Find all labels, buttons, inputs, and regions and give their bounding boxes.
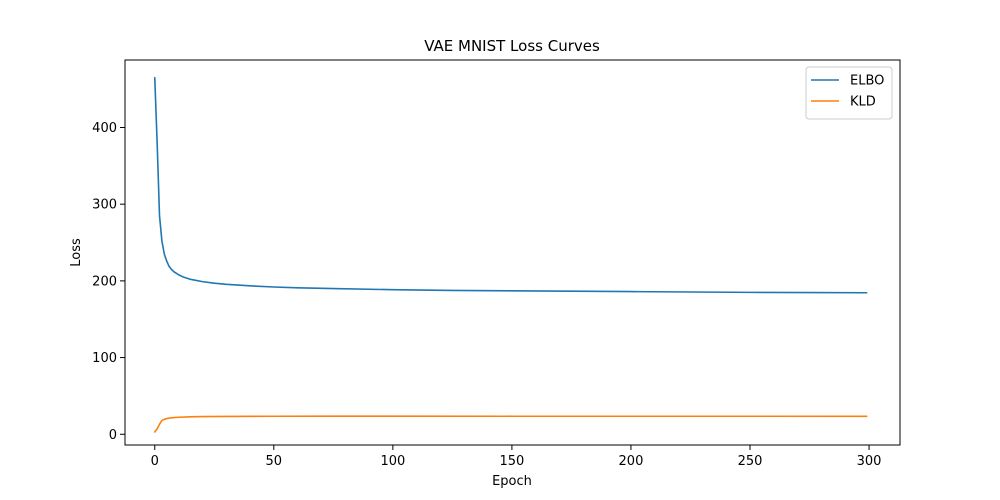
legend-label-elbo: ELBO	[850, 74, 884, 89]
x-axis-label: Epoch	[492, 474, 532, 489]
series-line-kld	[153, 415, 868, 433]
y-tick-label: 100	[92, 351, 117, 366]
series-line-elbo	[153, 76, 868, 294]
plot-frame	[124, 59, 901, 446]
y-tick-label: 0	[109, 428, 117, 443]
x-tick-label: 250	[738, 454, 763, 469]
plot-lines	[153, 76, 868, 433]
x-axis-ticks: 0 50 100 150 200 250 300	[151, 445, 882, 469]
chart-title: VAE MNIST Loss Curves	[424, 37, 600, 55]
x-tick-label: 150	[499, 454, 524, 469]
x-tick-label: 100	[380, 454, 405, 469]
legend-label-kld: KLD	[850, 95, 876, 110]
x-tick-label: 50	[266, 454, 283, 469]
x-tick-label: 300	[857, 454, 882, 469]
x-tick-label: 0	[151, 454, 159, 469]
x-tick-label: 200	[619, 454, 644, 469]
y-tick-label: 300	[92, 198, 117, 213]
y-tick-label: 200	[92, 274, 117, 289]
legend: ELBO KLD	[805, 66, 893, 120]
y-axis-label: Loss	[69, 238, 84, 267]
y-tick-label: 400	[92, 121, 117, 136]
y-axis-ticks: 0 100 200 300 400	[92, 121, 125, 443]
